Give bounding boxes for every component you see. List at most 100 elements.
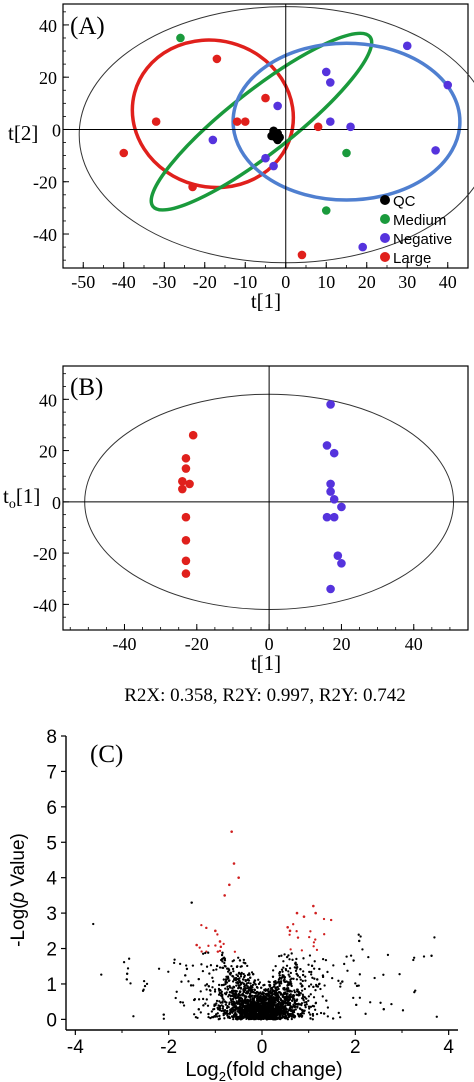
panel-b-label: (B): [70, 374, 103, 401]
panel-c-point: [278, 972, 281, 975]
panel-c-point: [398, 973, 401, 976]
panel-c-point: [225, 991, 228, 994]
panel-b-point-large: [181, 512, 191, 522]
panel-c-point: [280, 1002, 283, 1005]
panel-c-point: [250, 1009, 253, 1013]
panel-c-point: [223, 1000, 227, 1003]
panel-c-point: [296, 1005, 299, 1008]
panel-c-point: [277, 980, 280, 983]
panel-c-x-tick-label: -4: [67, 1037, 84, 1058]
panel-c-point: [307, 963, 310, 966]
panel-c-point: [386, 953, 390, 957]
panel-c-point: [302, 970, 305, 973]
panel-b-x-tick-label: 0: [265, 634, 274, 654]
panel-c-y-tick-label: 7: [46, 762, 57, 783]
panel-c-point: [162, 1017, 165, 1020]
panel-c-point: [286, 989, 289, 993]
panel-c-point-significant: [302, 915, 306, 918]
panel-c-point: [310, 964, 314, 967]
panel-c-point: [252, 997, 256, 1000]
panel-c-point: [242, 990, 245, 993]
panel-c-point: [288, 1014, 291, 1017]
panel-c-point: [358, 939, 361, 943]
panel-c-point: [242, 1000, 245, 1004]
panel-c-point: [220, 953, 224, 957]
panel-c-point: [219, 1001, 222, 1004]
panel-c-point: [355, 984, 359, 987]
panel-c-point: [281, 974, 284, 977]
panel-c-point: [325, 999, 328, 1002]
panel-c-point: [279, 1011, 283, 1014]
panel-c-point: [274, 1013, 277, 1017]
panel-c-point: [229, 986, 232, 989]
panel-c-point: [240, 965, 243, 968]
panel-b-ylabel-sub: o: [9, 497, 16, 512]
panel-b-point-negative: [322, 512, 332, 522]
panel-c-point: [218, 966, 222, 969]
panel-c-point: [235, 973, 238, 976]
panel-c-point: [174, 996, 177, 1000]
panel-c-point: [267, 994, 270, 998]
panel-c-point: [293, 989, 296, 992]
panel-c-point: [197, 977, 200, 981]
panel-c-point: [226, 1012, 229, 1016]
panel-c-point: [226, 967, 229, 970]
panel-c-point: [308, 935, 311, 939]
panel-b-point-negative: [326, 479, 335, 489]
panel-c-point: [192, 984, 195, 987]
panel-c-point: [215, 1013, 218, 1016]
panel-c-point: [248, 1010, 251, 1013]
panel-c-point: [281, 1012, 285, 1015]
panel-c-point: [322, 1012, 326, 1015]
panel-c-point: [329, 918, 333, 922]
panel-a-point-large: [261, 93, 270, 103]
panel-c-point: [279, 997, 282, 1000]
panel-c-point: [197, 1008, 200, 1011]
panel-c-point: [182, 1004, 186, 1007]
panel-c-point: [269, 992, 273, 995]
panel-c-point: [345, 955, 348, 958]
panel-b-ylabel-suffix: [1]: [16, 484, 41, 508]
panel-b-point-negative: [329, 512, 339, 522]
panel-c-point: [281, 1010, 285, 1013]
panel-a-point-large: [188, 182, 197, 192]
panel-c-point: [357, 984, 360, 987]
panel-c-point: [339, 1016, 342, 1019]
panel-c-point: [352, 996, 355, 999]
panel-a-legend: QC Medium Negative Large: [380, 193, 452, 267]
panel-c-y-tick-label: 4: [46, 869, 57, 890]
panel-c-point: [274, 986, 277, 989]
panel-c-point: [271, 975, 275, 978]
panel-c-point: [233, 950, 237, 953]
panel-c-point: [234, 992, 237, 995]
panel-c-point: [233, 1015, 236, 1018]
panel-c-point: [293, 1005, 297, 1009]
panel-c-point: [296, 936, 300, 939]
panel-c-point: [300, 989, 304, 992]
panel-c-point: [264, 988, 267, 991]
panel-c-point: [226, 1009, 229, 1013]
panel-c-point: [435, 1015, 438, 1018]
panel-c-point: [295, 972, 298, 976]
panel-b-y-tick-label: 40: [39, 390, 57, 410]
panel-c-point: [267, 1002, 270, 1005]
panel-c-point-significant: [314, 911, 317, 915]
panel-b-point-negative: [326, 584, 335, 594]
panel-c-point: [237, 971, 241, 975]
panel-c-point: [288, 998, 291, 1001]
panel-a-x-tick-label: 30: [398, 272, 416, 292]
panel-c-point: [282, 966, 285, 969]
panel-c-point: [379, 1001, 382, 1004]
panel-c-point: [298, 993, 301, 997]
panel-c-point: [361, 948, 364, 951]
panel-a-point-negative: [346, 122, 355, 132]
panel-c-point: [293, 1016, 296, 1019]
panel-c-point: [280, 1016, 283, 1020]
panel-c-point: [238, 959, 242, 962]
panel-c-point: [209, 993, 212, 996]
panel-c-point: [274, 989, 278, 992]
panel-a-x-tick-label: -10: [233, 272, 257, 292]
panel-c-point: [302, 957, 305, 960]
panel-c-point: [237, 981, 240, 984]
